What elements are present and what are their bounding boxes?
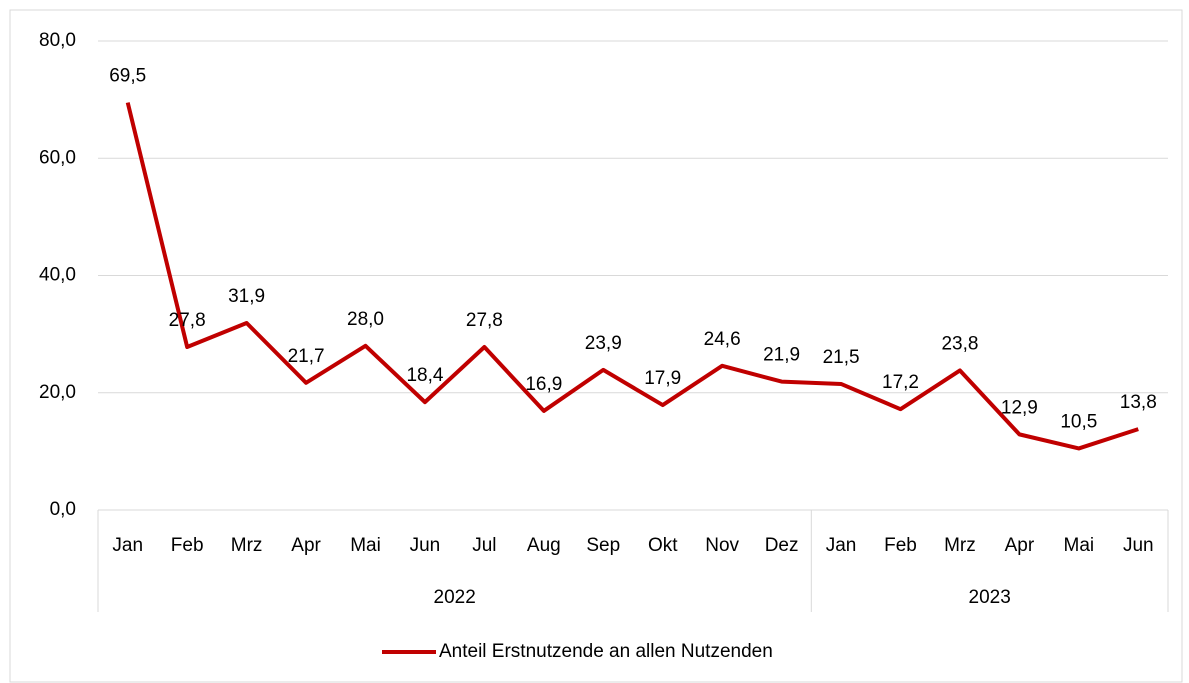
group-label: 2023: [969, 587, 1011, 608]
x-tick-label: Jan: [826, 535, 857, 556]
y-tick-label: 0,0: [50, 499, 76, 520]
y-tick-label: 20,0: [39, 382, 76, 403]
line-series: [125, 102, 1139, 451]
x-tick-label: Jan: [112, 535, 143, 556]
y-tick-label: 60,0: [39, 147, 76, 168]
legend-label: Anteil Erstnutzende an allen Nutzenden: [439, 641, 773, 662]
x-tick-label: Sep: [586, 535, 620, 556]
data-label: 24,6: [704, 329, 741, 350]
data-label: 10,5: [1060, 411, 1097, 432]
data-label: 69,5: [109, 66, 146, 87]
data-label: 23,8: [941, 333, 978, 354]
data-label: 12,9: [1001, 397, 1038, 418]
data-label: 27,8: [169, 310, 206, 331]
x-tick-label: Feb: [171, 535, 204, 556]
group-label: 2022: [434, 587, 476, 608]
data-label: 27,8: [466, 310, 503, 331]
chart-frame: [9, 9, 1183, 683]
data-label: 21,7: [288, 346, 325, 367]
x-tick-label: Mai: [350, 535, 381, 556]
data-label: 31,9: [228, 286, 265, 307]
y-tick-label: 80,0: [39, 30, 76, 51]
data-label: 21,5: [823, 347, 860, 368]
x-tick-label: Dez: [765, 535, 799, 556]
x-tick-label: Feb: [884, 535, 917, 556]
x-tick-label: Mrz: [231, 535, 263, 556]
data-label: 28,0: [347, 309, 384, 330]
x-tick-label: Apr: [1005, 535, 1035, 556]
data-label: 16,9: [525, 374, 562, 395]
x-tick-label: Mai: [1064, 535, 1095, 556]
x-tick-label: Jul: [472, 535, 496, 556]
x-tick-label: Aug: [527, 535, 561, 556]
x-tick-label: Jun: [410, 535, 441, 556]
data-label: 18,4: [406, 365, 443, 386]
x-tick-label: Nov: [705, 535, 739, 556]
x-tick-label: Mrz: [944, 535, 976, 556]
y-tick-label: 40,0: [39, 265, 76, 286]
data-label: 21,9: [763, 345, 800, 366]
data-label: 23,9: [585, 333, 622, 354]
data-label: 17,2: [882, 372, 919, 393]
data-label: 13,8: [1120, 392, 1157, 413]
x-tick-label: Jun: [1123, 535, 1154, 556]
x-tick-label: Apr: [291, 535, 321, 556]
data-label: 17,9: [644, 368, 681, 389]
x-tick-label: Okt: [648, 535, 678, 556]
